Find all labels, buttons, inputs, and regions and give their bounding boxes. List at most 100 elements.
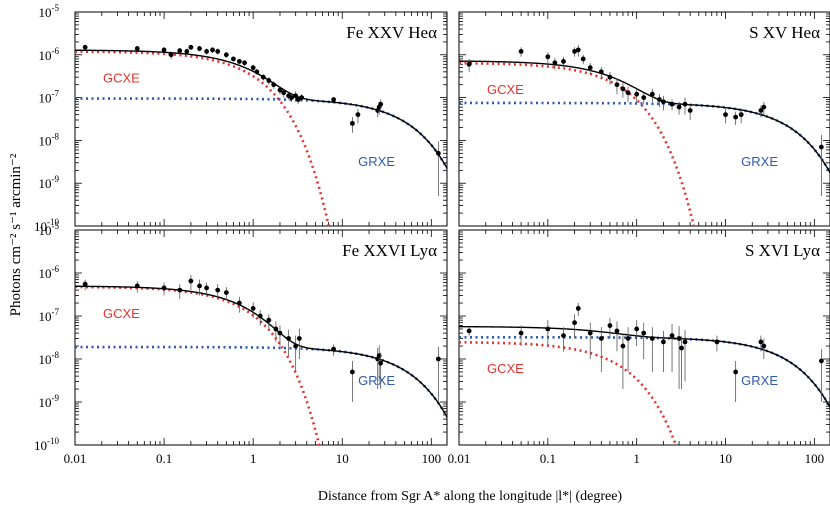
data-point (682, 339, 688, 345)
data-point (188, 278, 194, 284)
data-point (518, 49, 524, 54)
x-tick-label: 100 (805, 451, 825, 466)
y-tick-label: 10-8 (39, 131, 60, 148)
x-tick-label: 10 (336, 451, 349, 466)
data-point (254, 69, 260, 75)
data-point (625, 90, 631, 96)
grxe-label: GRXE (741, 154, 778, 169)
data-point (286, 336, 292, 341)
data-point (378, 360, 384, 366)
data-point (82, 281, 88, 287)
data-point (331, 97, 337, 102)
y-tick-label: 10-5 (39, 3, 60, 20)
data-point (215, 287, 221, 293)
data-point (257, 313, 263, 319)
data-point (620, 343, 626, 349)
data-point (349, 120, 355, 126)
data-point (349, 369, 355, 375)
data-point (197, 283, 202, 289)
data-point (204, 285, 209, 291)
data-point (250, 65, 256, 71)
gcxe-label: GCXE (487, 82, 524, 97)
data-point (188, 44, 194, 50)
data-point (466, 61, 472, 67)
data-point (299, 95, 305, 100)
data-point (614, 328, 620, 334)
data-point (761, 104, 767, 110)
data-point (641, 330, 647, 336)
data-point (281, 90, 287, 96)
data-point (236, 300, 242, 306)
y-tick-label: 10-6 (39, 46, 60, 63)
panel-frame (458, 11, 830, 227)
total-model-curve (459, 60, 830, 173)
data-point (210, 47, 215, 53)
data-point (223, 290, 229, 296)
data-point (676, 104, 682, 110)
data-point (761, 343, 767, 349)
data-point (289, 95, 294, 100)
data-point (758, 339, 764, 345)
data-point (271, 82, 277, 88)
data-point (266, 78, 272, 83)
data-point (134, 283, 140, 289)
data-point (177, 287, 183, 293)
grxe-model-curve (75, 345, 447, 418)
data-point (687, 108, 693, 113)
data-point (250, 306, 256, 311)
data-point (161, 285, 167, 291)
data-point (620, 86, 626, 92)
data-point (177, 48, 183, 54)
x-tick-label: 0.01 (448, 451, 471, 466)
data-point (223, 52, 229, 58)
data-point (134, 46, 140, 51)
x-tick-label: 0.1 (540, 451, 556, 466)
data-point (161, 47, 167, 53)
data-point (607, 74, 613, 80)
grxe-label: GRXE (358, 373, 395, 388)
data-point (818, 358, 824, 364)
y-tick-label: 10-7 (39, 307, 60, 324)
gcxe-model-curve (75, 50, 331, 226)
data-point (215, 49, 221, 54)
x-tick-label: 1 (250, 451, 257, 466)
data-point (331, 346, 337, 352)
data-point (587, 330, 593, 336)
data-point (758, 108, 764, 113)
data-point (733, 369, 739, 375)
y-tick-label: 10-6 (39, 264, 60, 281)
data-point (649, 336, 655, 341)
y-tick-label: 10-5 (39, 221, 60, 238)
data-point (641, 95, 647, 100)
data-point (197, 46, 202, 51)
data-point (733, 114, 739, 120)
grxe-label: GRXE (741, 373, 778, 388)
data-point (236, 59, 242, 64)
gcxe-label: GCXE (103, 70, 140, 85)
grxe-model-curve (459, 101, 830, 174)
y-tick-label: 10-8 (39, 350, 60, 367)
x-tick-label: 0.1 (156, 451, 172, 466)
data-point (669, 101, 675, 107)
panel-3: 0.01 0.1 1 10 100 10-10 10-9 10-8 10-7 10-6 10-5 Fe… (34, 221, 448, 466)
data-point (575, 47, 581, 53)
data-point (723, 112, 728, 118)
data-point (545, 54, 551, 60)
data-point (230, 56, 236, 62)
y-tick-label: 10-7 (39, 89, 60, 106)
data-point (293, 93, 299, 99)
data-point (552, 60, 558, 66)
panel-frame (74, 11, 448, 227)
y-tick-label: 10-9 (39, 174, 60, 191)
y-tick-label: 10-10 (34, 436, 59, 453)
data-point (184, 49, 190, 54)
data-point (634, 326, 640, 332)
data-point (661, 99, 666, 105)
data-point (168, 52, 174, 58)
data-point (355, 112, 361, 118)
data-point (676, 336, 682, 341)
data-point (273, 326, 279, 332)
data-point (378, 101, 384, 107)
